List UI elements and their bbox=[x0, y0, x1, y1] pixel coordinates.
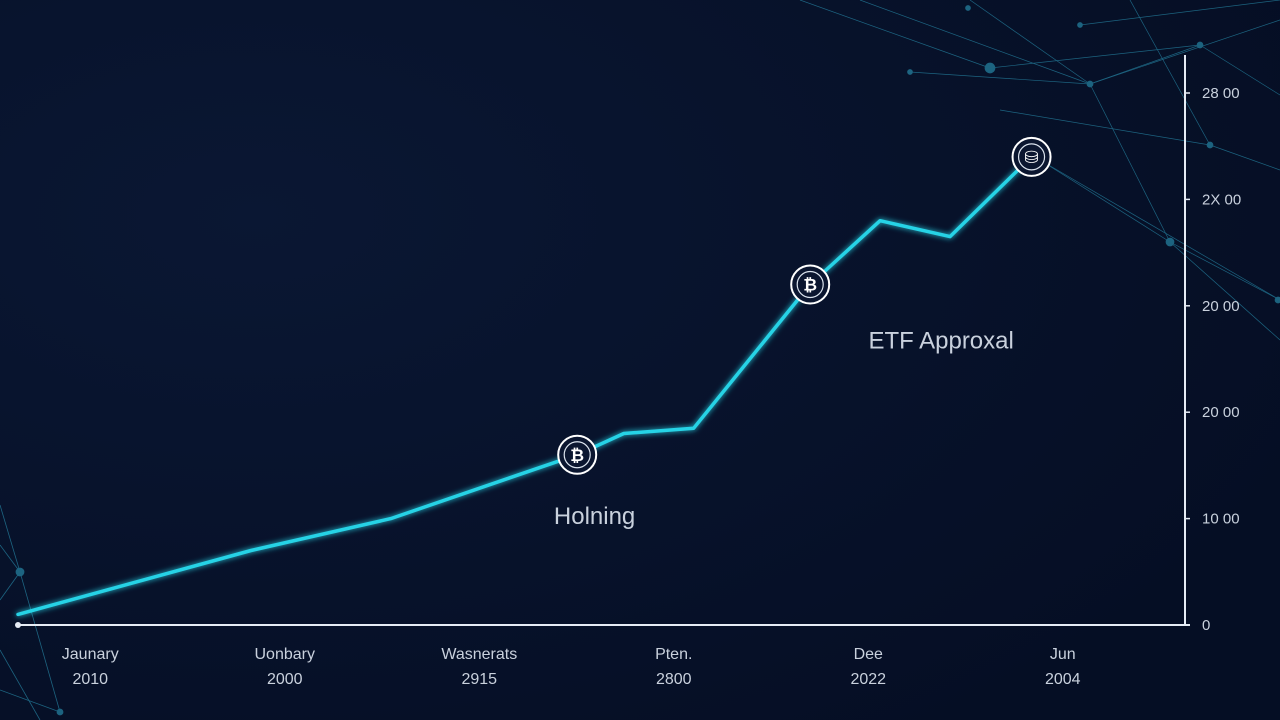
x-tick-label-month: Wasnerats bbox=[441, 646, 517, 663]
svg-text:₿: ₿ bbox=[803, 276, 817, 295]
x-tick-label-year: 2800 bbox=[656, 671, 692, 688]
coin-stack-icon: ⛁ bbox=[1011, 136, 1052, 177]
axes bbox=[15, 55, 1190, 628]
y-tick-label: 2X 00 bbox=[1202, 191, 1241, 208]
y-tick-label: 20 00 bbox=[1202, 298, 1240, 315]
x-axis-ticks: Jaunary 2010 Uonbary 2000 Wasnerats 2915 Pten.… bbox=[62, 646, 1081, 688]
y-axis-ticks: 0 10 00 20 00 20 00 2X 00 28 00 bbox=[1185, 85, 1241, 634]
x-tick-label-month: Jaunary bbox=[62, 646, 119, 663]
network-decoration-bottom-left bbox=[0, 504, 64, 720]
chart-annotations: Holning ETF Approxal bbox=[554, 327, 1014, 530]
x-tick-label-year: 2004 bbox=[1045, 671, 1081, 688]
y-tick-label: 28 00 bbox=[1202, 85, 1240, 102]
x-tick-label-year: 2915 bbox=[461, 671, 497, 688]
x-tick-label-year: 2010 bbox=[72, 671, 108, 688]
y-tick-label: 20 00 bbox=[1202, 404, 1240, 421]
svg-text:⛁: ⛁ bbox=[1024, 148, 1038, 167]
y-tick-label: 10 00 bbox=[1202, 511, 1240, 528]
x-tick-label-year: 2022 bbox=[850, 671, 886, 688]
bitcoin-icon: ₿ bbox=[557, 434, 598, 475]
x-tick-label-month: Uonbary bbox=[255, 646, 315, 663]
svg-text:₿: ₿ bbox=[570, 446, 584, 465]
x-tick-label-month: Pten. bbox=[655, 646, 692, 663]
bitcoin-icon: ₿ bbox=[790, 264, 831, 305]
annotation-label: ETF Approxal bbox=[868, 327, 1013, 354]
x-tick-label-month: Jun bbox=[1050, 646, 1076, 663]
series-line bbox=[16, 155, 1034, 617]
axis-origin-dot bbox=[15, 622, 21, 628]
x-tick-label-month: Dee bbox=[854, 646, 883, 663]
x-tick-label-year: 2000 bbox=[267, 671, 303, 688]
annotation-label: Holning bbox=[554, 503, 635, 530]
network-decoration-top-right bbox=[799, 0, 1280, 341]
event-markers: ₿ ₿ ⛁ bbox=[557, 136, 1052, 475]
y-tick-label: 0 bbox=[1202, 617, 1210, 634]
